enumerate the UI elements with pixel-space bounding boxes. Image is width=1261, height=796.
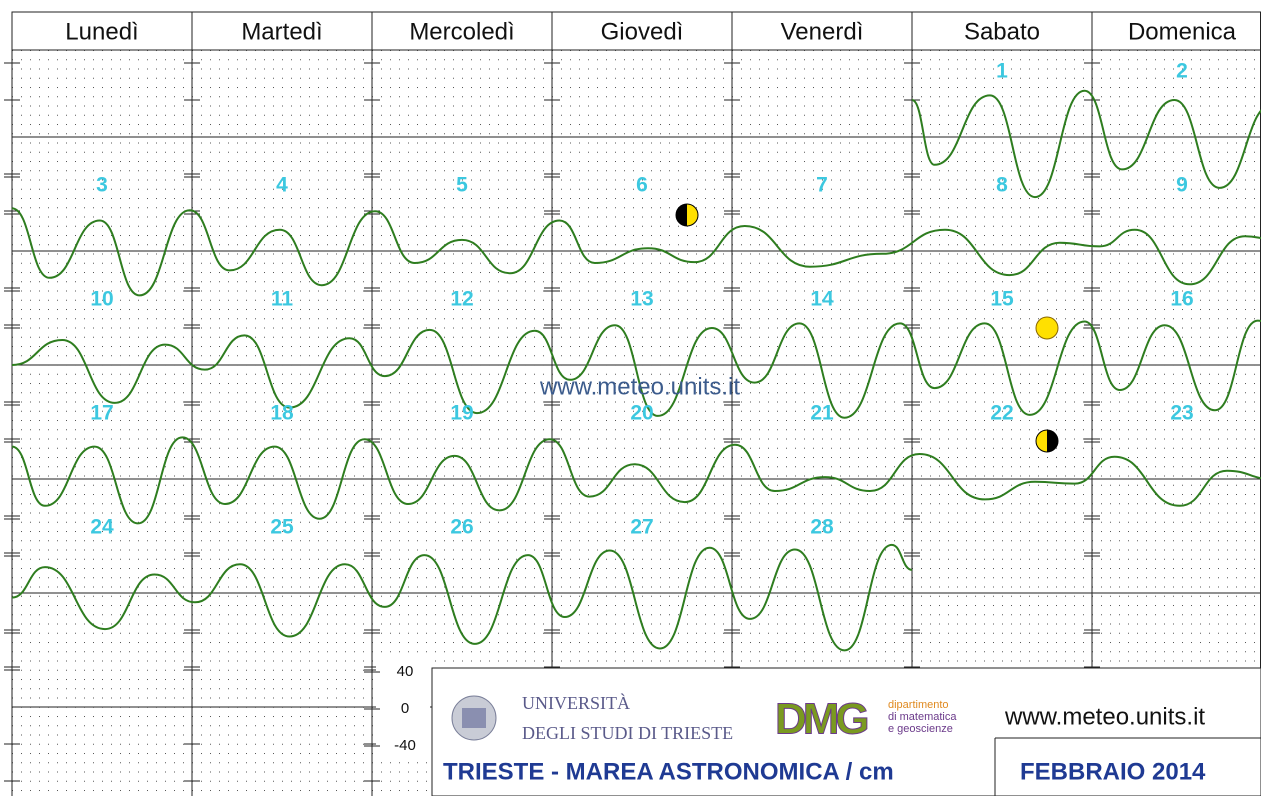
weekday-label: Martedì bbox=[241, 18, 322, 45]
department: di matematica bbox=[888, 711, 957, 723]
day-number: 11 bbox=[271, 288, 294, 311]
day-number: 26 bbox=[450, 516, 473, 539]
department: dipartimento bbox=[888, 699, 949, 711]
dmg-logo: DMG bbox=[775, 695, 867, 744]
moon-full bbox=[1035, 316, 1059, 340]
day-number: 24 bbox=[90, 516, 114, 539]
day-number: 5 bbox=[456, 174, 468, 197]
scale-label: -40 bbox=[394, 737, 416, 754]
scale-bg bbox=[376, 660, 430, 760]
day-number: 3 bbox=[96, 174, 108, 197]
department: e geoscienze bbox=[888, 723, 953, 735]
weekday-label: Domenica bbox=[1128, 18, 1237, 45]
footer-box bbox=[431, 667, 1261, 796]
day-number: 13 bbox=[630, 288, 653, 311]
day-number: 14 bbox=[810, 288, 834, 311]
day-number: 22 bbox=[990, 402, 1013, 425]
day-number: 1 bbox=[996, 60, 1008, 83]
day-number: 27 bbox=[630, 516, 653, 539]
scale: 40 0 -40 bbox=[364, 660, 430, 760]
day-number: 21 bbox=[810, 402, 834, 425]
tide-curve bbox=[11, 207, 1261, 297]
day-number: 19 bbox=[450, 402, 473, 425]
weekday-label: Venerdì bbox=[781, 18, 864, 45]
day-number: 2 bbox=[1176, 60, 1188, 83]
footer-month: FEBBRAIO 2014 bbox=[1020, 758, 1206, 785]
day-number: 10 bbox=[90, 288, 113, 311]
day-number: 28 bbox=[810, 516, 834, 539]
tide-curve bbox=[11, 543, 913, 652]
day-number: 15 bbox=[990, 288, 1014, 311]
footer-title: TRIESTE - MAREA ASTRONOMICA / cm bbox=[443, 758, 894, 785]
day-number: 8 bbox=[996, 174, 1008, 197]
day-number: 23 bbox=[1170, 402, 1193, 425]
moon-last-quarter bbox=[1035, 429, 1059, 453]
weekday-label: Giovedì bbox=[601, 18, 684, 45]
day-number: 17 bbox=[90, 402, 113, 425]
day-number: 12 bbox=[450, 288, 473, 311]
day-number: 16 bbox=[1170, 288, 1193, 311]
scale-label: 0 bbox=[401, 700, 409, 717]
seal-building bbox=[462, 708, 486, 728]
curves bbox=[11, 89, 1261, 652]
footer: UNIVERSITÀ DEGLI STUDI DI TRIESTE DMG di… bbox=[431, 667, 1261, 796]
day-number: 6 bbox=[636, 174, 648, 197]
day-number: 7 bbox=[816, 174, 828, 197]
weekday-label: Lunedì bbox=[65, 18, 138, 45]
day-number: 18 bbox=[270, 402, 294, 425]
day-number: 9 bbox=[1176, 174, 1188, 197]
university-name: UNIVERSITÀ bbox=[522, 692, 630, 713]
watermark: www.meteo.units.it bbox=[539, 373, 740, 400]
website: www.meteo.units.it bbox=[1004, 703, 1205, 730]
tide-curve bbox=[11, 436, 1261, 525]
scale-label: 40 bbox=[397, 663, 414, 680]
tide-curve bbox=[911, 89, 1261, 199]
grid bbox=[4, 11, 1261, 796]
tide-curve bbox=[11, 319, 1261, 419]
weekday-label: Mercoledì bbox=[409, 18, 514, 45]
day-number: 4 bbox=[276, 174, 288, 197]
day-number: 20 bbox=[630, 402, 653, 425]
university-name: DEGLI STUDI DI TRIESTE bbox=[522, 723, 733, 743]
labels: Lunedì Martedì Mercoledì Giovedì Venerdì Saba… bbox=[65, 18, 1236, 538]
header bbox=[11, 11, 1261, 51]
day-number: 25 bbox=[270, 516, 294, 539]
weekday-label: Sabato bbox=[964, 18, 1040, 45]
moon-first-quarter bbox=[675, 203, 699, 227]
